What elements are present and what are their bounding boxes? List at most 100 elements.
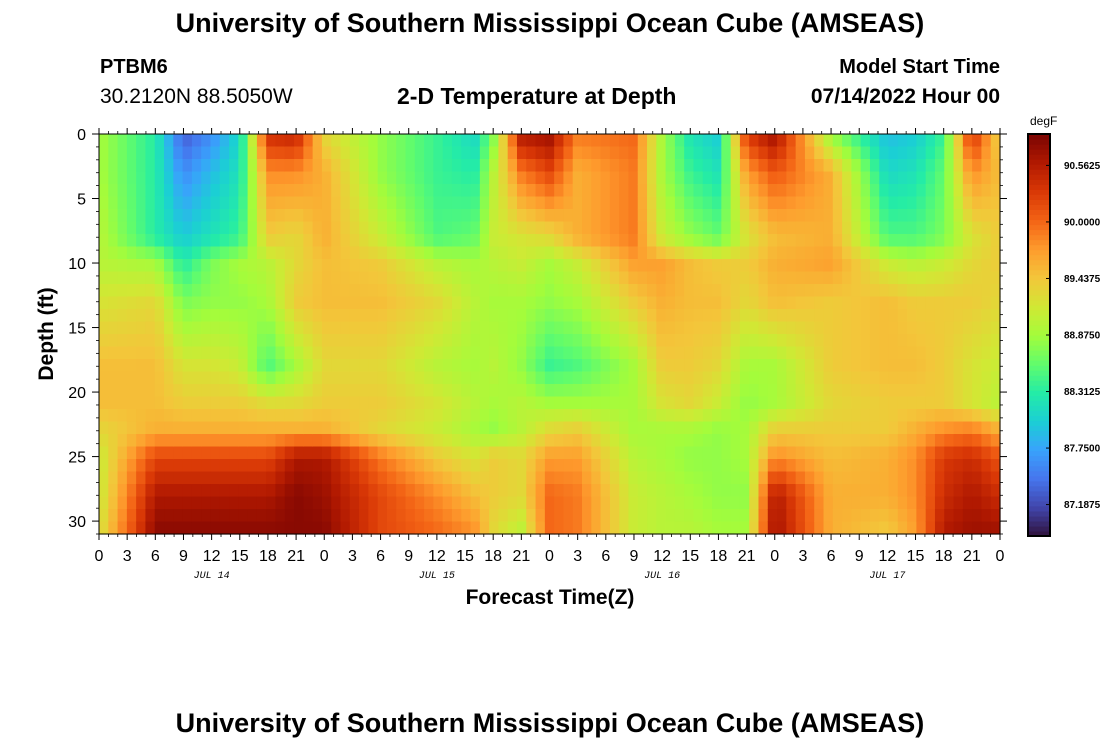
heatmap-cell [321, 421, 332, 435]
heatmap-cell [628, 259, 639, 273]
heatmap-cell [990, 171, 1001, 185]
heatmap-cell [182, 146, 193, 160]
heatmap-cell [897, 234, 908, 248]
heatmap-cell [284, 496, 295, 510]
colorbar-segment [1028, 154, 1050, 160]
heatmap-cell [888, 446, 899, 460]
heatmap-cell [582, 321, 592, 335]
heatmap-cell [507, 209, 518, 223]
heatmap-cell [229, 284, 239, 298]
heatmap-cell [804, 171, 815, 185]
heatmap-cell [405, 371, 416, 385]
colorbar-segment [1028, 400, 1050, 406]
heatmap-cell [712, 446, 722, 460]
x-axis-label: Forecast Time(Z) [466, 586, 635, 609]
heatmap-cell [637, 209, 648, 223]
heatmap-cell [647, 321, 657, 335]
heatmap-cell [842, 521, 852, 535]
heatmap-cell [647, 284, 657, 298]
heatmap-cell [962, 396, 973, 410]
heatmap-cell [869, 159, 880, 173]
heatmap-cell [842, 484, 852, 498]
heatmap-cell [767, 359, 778, 373]
heatmap-cell [526, 446, 537, 460]
heatmap-cell [442, 496, 453, 510]
heatmap-cell [591, 509, 602, 523]
heatmap-cell [498, 309, 509, 323]
heatmap-cell [944, 409, 955, 423]
heatmap-cell [349, 259, 360, 273]
heatmap-cell [479, 496, 490, 510]
heatmap-cell [136, 434, 147, 448]
heatmap-cell [953, 434, 964, 448]
heatmap-cell [544, 196, 555, 210]
heatmap-cell [953, 146, 964, 160]
x-tick-label: 21 [512, 548, 530, 565]
heatmap-cell [684, 159, 695, 173]
heatmap-cell [173, 309, 184, 323]
heatmap-cell [804, 334, 815, 348]
heatmap-cell [340, 409, 351, 423]
heatmap-cell [377, 146, 388, 160]
heatmap-cell [702, 371, 713, 385]
heatmap-cell [777, 284, 787, 298]
heatmap-cell [749, 409, 760, 423]
heatmap-cell [730, 209, 741, 223]
heatmap-cell [173, 284, 184, 298]
heatmap-cell [647, 209, 657, 223]
heatmap-cell [897, 296, 908, 310]
heatmap-cell [368, 471, 379, 485]
heatmap-cell [925, 271, 936, 285]
heatmap-cell [266, 484, 277, 498]
heatmap-cell [414, 171, 425, 185]
heatmap-cell [164, 421, 174, 435]
heatmap-cell [953, 309, 964, 323]
heatmap-cell [851, 184, 862, 198]
heatmap-cell [526, 471, 537, 485]
heatmap-cell [126, 471, 137, 485]
heatmap-cell [544, 459, 555, 473]
heatmap-cell [879, 396, 890, 410]
heatmap-cell [823, 221, 834, 235]
heatmap-cell [823, 446, 834, 460]
heatmap-cell [712, 284, 722, 298]
heatmap-cell [684, 259, 695, 273]
heatmap-cell [953, 171, 964, 185]
heatmap-cell [944, 396, 955, 410]
heatmap-cell [535, 209, 546, 223]
heatmap-cell [321, 471, 332, 485]
heatmap-cell [173, 234, 184, 248]
heatmap-cell [340, 209, 351, 223]
heatmap-cell [126, 259, 137, 273]
heatmap-cell [786, 159, 797, 173]
heatmap-cell [461, 421, 472, 435]
heatmap-cell [451, 171, 462, 185]
heatmap-cell [916, 359, 927, 373]
colorbar-segment [1028, 345, 1050, 351]
heatmap-cell [804, 196, 815, 210]
heatmap-cell [721, 409, 732, 423]
heatmap-cell [665, 271, 676, 285]
heatmap-cell [210, 434, 221, 448]
heatmap-cell [702, 334, 713, 348]
heatmap-cell [349, 496, 360, 510]
heatmap-cell [702, 184, 713, 198]
heatmap-cell [99, 509, 109, 523]
heatmap-cell [591, 459, 602, 473]
heatmap-cell [619, 509, 630, 523]
heatmap-cell [749, 384, 760, 398]
heatmap-cell [321, 246, 332, 260]
heatmap-cell [377, 409, 388, 423]
heatmap-cell [609, 234, 620, 248]
heatmap-cell [377, 434, 388, 448]
heatmap-cell [749, 271, 760, 285]
heatmap-cell [879, 409, 890, 423]
heatmap-cell [349, 434, 360, 448]
heatmap-cell [498, 409, 509, 423]
heatmap-cell [600, 259, 611, 273]
heatmap-cell [266, 209, 277, 223]
heatmap-cell [777, 134, 787, 148]
heatmap-cell [674, 421, 685, 435]
heatmap-cell [442, 209, 453, 223]
heatmap-cell [814, 396, 825, 410]
